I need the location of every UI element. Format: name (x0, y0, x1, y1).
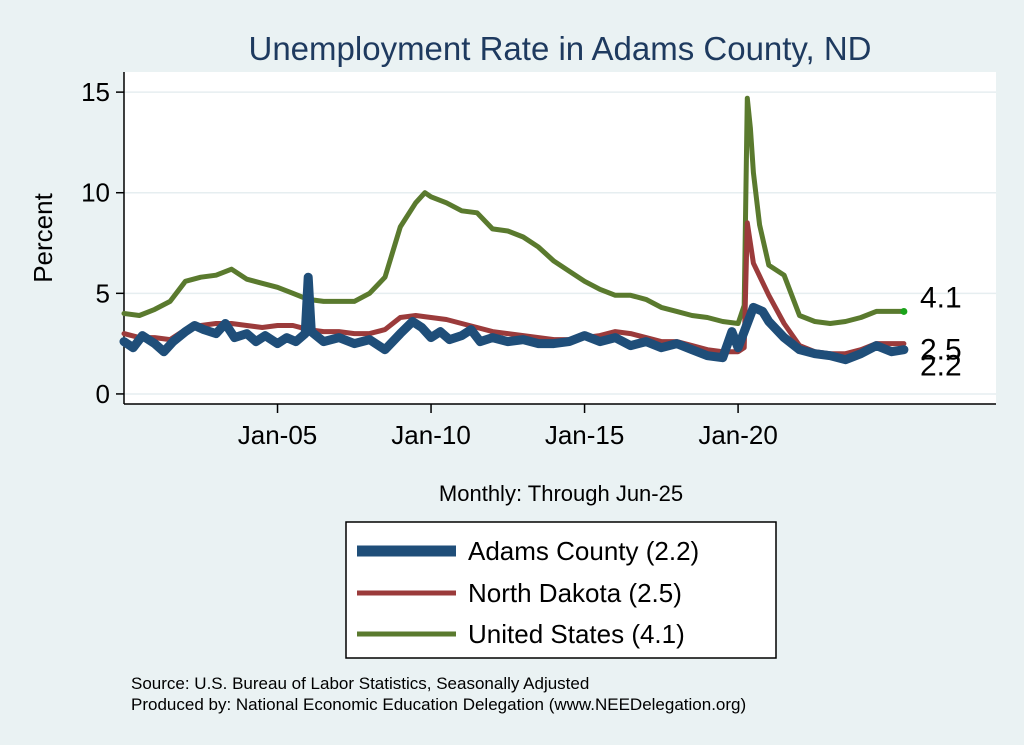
gridlines (124, 91, 996, 395)
y-tick-label-0: 0 (96, 379, 110, 409)
source-line-1: Source: U.S. Bureau of Labor Statistics,… (131, 674, 589, 693)
chart-title: Unemployment Rate in Adams County, ND (249, 30, 872, 67)
y-tick-label-15: 15 (81, 77, 110, 107)
x-axis-title: Monthly: Through Jun-25 (439, 481, 683, 506)
source-line-2: Produced by: National Economic Education… (131, 695, 746, 714)
plot-area (124, 72, 996, 404)
y-axis-title: Percent (28, 192, 58, 282)
legend-label-adams: Adams County (2.2) (468, 536, 699, 566)
end-label-united-states: 4.1 (920, 281, 962, 314)
series-line-adams-county (119, 272, 909, 365)
x-tick-label-jan-20: Jan-20 (698, 420, 778, 450)
legend-label-united-states: United States (4.1) (468, 619, 685, 649)
series-line-north-dakota (121, 220, 907, 357)
series-lines (119, 95, 909, 365)
x-ticks: Jan-05 Jan-10 Jan-15 Jan-20 (238, 404, 778, 450)
y-tick-label-10: 10 (81, 178, 110, 208)
y-tick-label-5: 5 (96, 278, 110, 308)
legend: Adams County (2.2) North Dakota (2.5) Un… (345, 521, 777, 659)
y-ticks: 0 5 10 15 (81, 77, 124, 409)
end-label-adams-county: 2.2 (920, 350, 962, 383)
end-label-north-dakota: 2.5 (920, 334, 962, 367)
x-tick-label-jan-10: Jan-10 (391, 420, 471, 450)
series-line-united-states (121, 95, 907, 326)
end-labels: 4.1 2.52.2 (900, 281, 962, 383)
united-states-end-marker (900, 307, 908, 315)
legend-label-north-dakota: North Dakota (2.5) (468, 578, 682, 608)
x-tick-label-jan-05: Jan-05 (238, 420, 318, 450)
x-tick-label-jan-15: Jan-15 (545, 420, 625, 450)
